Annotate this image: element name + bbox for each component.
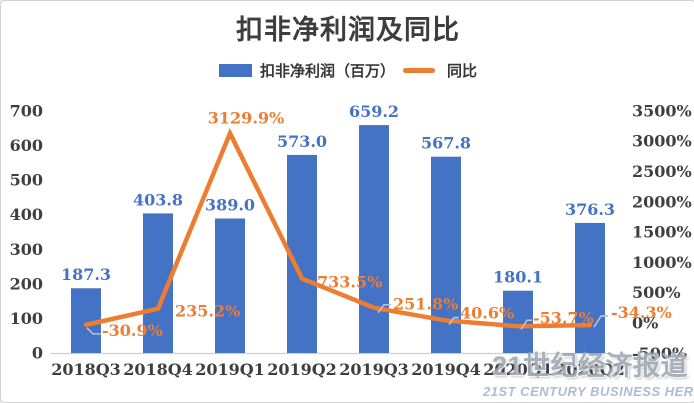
x-axis-label: 2020Q2 — [555, 360, 625, 379]
right-axis-tick: 3000% — [632, 132, 692, 151]
chart-legend: 扣非净利润（百万） 同比 — [1, 60, 694, 81]
bar-value-label: 180.1 — [493, 268, 543, 287]
x-axis-label: 2019Q1 — [195, 360, 265, 379]
yoy-value-label: 40.6% — [460, 304, 514, 323]
bar-value-label: 389.0 — [205, 196, 255, 215]
right-axis-tick: 500% — [632, 283, 681, 302]
bar-value-label: 659.2 — [349, 102, 399, 121]
line-series-legend-label: 同比 — [447, 63, 478, 80]
left-axis-tick: 300 — [10, 240, 43, 259]
yoy-value-label: -34.3% — [611, 303, 672, 322]
yoy-value-label: 251.8% — [393, 295, 458, 314]
left-axis-tick: 700 — [10, 102, 43, 121]
yoy-value-label: 733.5% — [317, 273, 382, 292]
yoy-line-series — [83, 127, 593, 329]
bar-value-label: 187.3 — [61, 265, 111, 284]
bar — [359, 125, 389, 354]
x-axis-label: 2018Q4 — [123, 360, 193, 379]
yoy-value-label: 3129.9% — [208, 108, 284, 127]
right-axis-tick: 1000% — [632, 253, 692, 272]
left-axis-tick: 100 — [10, 309, 43, 328]
left-axis-tick: 400 — [10, 205, 43, 224]
right-axis-tick: 2500% — [632, 162, 692, 181]
right-axis-tick: 3500% — [632, 101, 692, 120]
bar — [503, 290, 533, 353]
bar-value-label: 403.8 — [133, 190, 183, 209]
label-connector — [86, 327, 101, 335]
bar-series-swatch-icon — [218, 64, 252, 77]
left-axis-tick: 500 — [10, 171, 43, 190]
right-axis-tick: 0% — [632, 314, 658, 333]
x-axis-label: 2019Q3 — [339, 360, 409, 379]
label-connector — [520, 319, 532, 330]
bar-value-label: 573.0 — [277, 132, 327, 151]
x-axis-label: 2019Q4 — [411, 360, 481, 379]
label-connector — [593, 315, 608, 328]
line-series-swatch-icon — [403, 68, 435, 73]
bar — [215, 218, 245, 353]
right-axis-tick: 2000% — [632, 192, 692, 211]
bar-value-label: 376.3 — [565, 200, 615, 219]
left-axis-tick: 600 — [10, 136, 43, 155]
yoy-value-label: -30.9% — [102, 321, 163, 340]
left-axis-tick: 0 — [32, 344, 43, 363]
yoy-value-label: -53.7% — [533, 308, 594, 327]
x-axis-label: 2018Q3 — [51, 360, 121, 379]
label-connector — [448, 316, 459, 326]
chart-title: 扣非净利润及同比 — [236, 15, 460, 45]
right-axis-tick: -500% — [632, 344, 687, 363]
right-axis-tick: 1500% — [632, 223, 692, 242]
bar-value-label: 567.8 — [421, 134, 471, 153]
left-axis-tick: 200 — [10, 274, 43, 293]
x-axis-label: 2020Q1 — [483, 360, 553, 379]
bar — [575, 222, 605, 353]
bar-series-legend-label: 扣非净利润（百万） — [259, 63, 395, 80]
label-connector — [377, 303, 391, 314]
x-axis-label: 2019Q2 — [267, 360, 337, 379]
yoy-value-label: 235.2% — [175, 302, 240, 321]
